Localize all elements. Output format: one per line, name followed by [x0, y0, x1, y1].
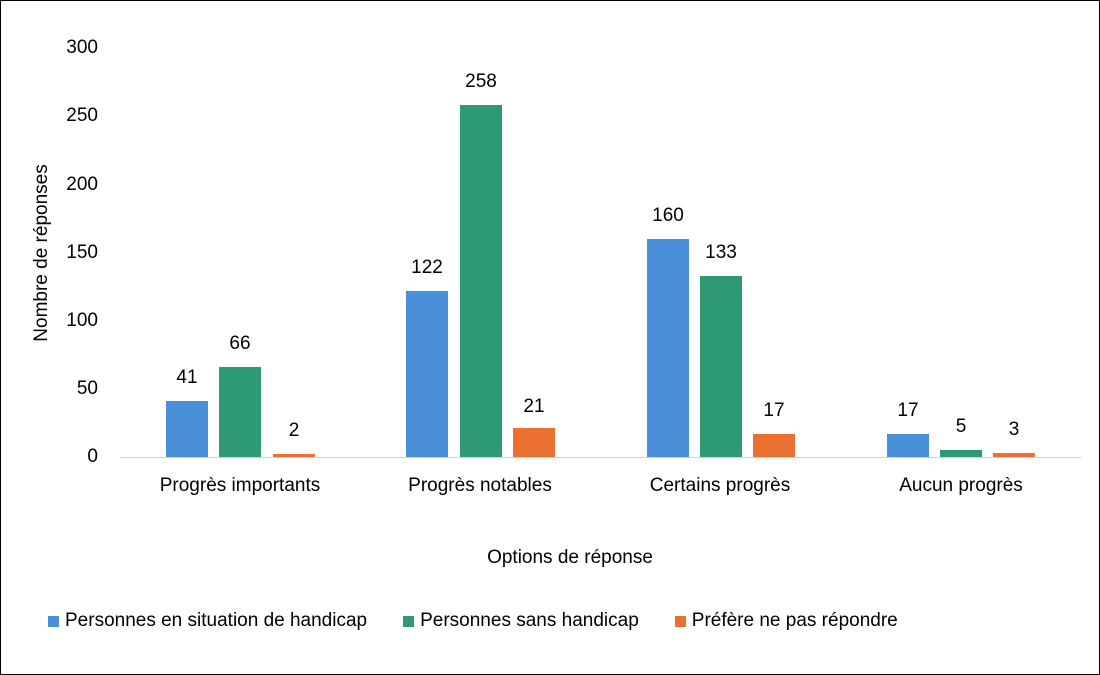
legend-item: Personnes en situation de handicap: [48, 610, 367, 632]
x-category-label: Certains progrès: [649, 475, 791, 496]
legend-swatch-orange: [674, 615, 686, 627]
data-label: 258: [465, 71, 497, 92]
bar-nondisabled-certains-progres: [700, 276, 742, 457]
bar-noanswer-progres-importants: [273, 454, 315, 457]
legend-label: Personnes sans handicap: [420, 610, 639, 631]
data-label: 3: [1008, 419, 1020, 440]
x-category-label: Progrès notables: [408, 475, 552, 496]
y-tick: 100: [66, 310, 98, 331]
legend-swatch-green: [403, 615, 415, 627]
legend-item: Préfère ne pas répondre: [674, 610, 898, 632]
bar-noanswer-aucun-progres: [993, 453, 1035, 457]
y-axis-title: Nombre de réponses: [31, 164, 52, 342]
data-label: 21: [523, 396, 545, 417]
bar-nondisabled-aucun-progres: [940, 450, 982, 457]
bar-noanswer-certains-progres: [753, 434, 795, 457]
y-tick: 250: [66, 105, 98, 126]
bar-disabled-aucun-progres: [887, 434, 929, 457]
x-category-label: Aucun progrès: [899, 475, 1023, 496]
y-tick: 150: [66, 242, 98, 263]
data-label: 160: [652, 205, 684, 226]
data-label: 122: [411, 257, 443, 278]
data-label: 5: [955, 416, 967, 437]
legend: Personnes en situation de handicap Perso…: [48, 610, 934, 632]
bar-nondisabled-progres-importants: [219, 367, 261, 457]
y-tick: 0: [87, 446, 98, 467]
legend-swatch-blue: [48, 615, 59, 627]
bar-disabled-certains-progres: [647, 239, 689, 457]
y-tick: 50: [76, 378, 98, 399]
legend-label: Personnes en situation de handicap: [65, 610, 368, 631]
data-label: 133: [705, 242, 737, 263]
data-label: 41: [176, 367, 198, 388]
data-label: 17: [763, 400, 785, 421]
y-tick: 200: [66, 174, 98, 195]
data-label: 17: [897, 400, 919, 421]
y-tick: 300: [66, 37, 98, 58]
bar-disabled-progres-notables: [406, 291, 448, 457]
bar-noanswer-progres-notables: [513, 428, 555, 457]
data-label: 2: [288, 420, 300, 441]
x-category-label: Progrès importants: [159, 475, 321, 496]
bar-nondisabled-progres-notables: [460, 105, 502, 457]
x-axis-line: [120, 457, 1081, 458]
bar-disabled-progres-importants: [166, 401, 208, 457]
legend-label: Préfère ne pas répondre: [691, 610, 898, 631]
x-axis-title: Options de réponse: [487, 547, 653, 568]
legend-item: Personnes sans handicap: [403, 610, 639, 632]
data-label: 66: [229, 333, 251, 354]
